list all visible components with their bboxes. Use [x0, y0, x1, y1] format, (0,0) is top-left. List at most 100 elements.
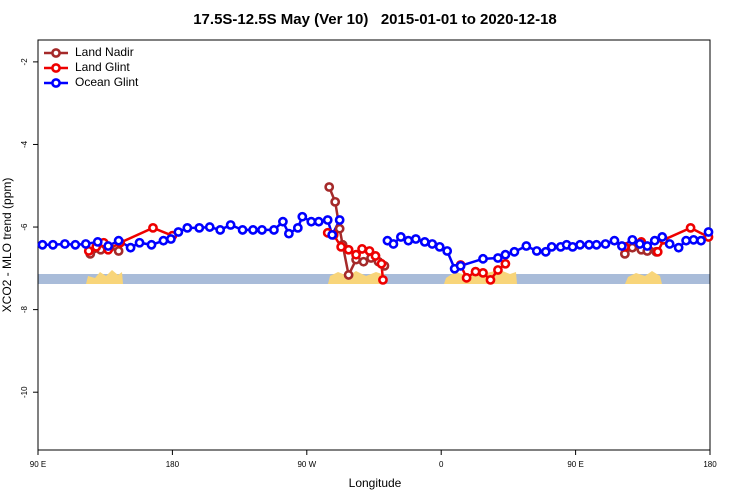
- data-point: [664, 239, 675, 249]
- data-point: [609, 235, 620, 246]
- data-point: [442, 246, 453, 256]
- data-point: [642, 241, 653, 251]
- data-point: [330, 196, 341, 207]
- data-point: [357, 244, 367, 254]
- x-tick-label: 180: [166, 460, 180, 469]
- data-point: [125, 242, 136, 253]
- data-point: [103, 241, 114, 251]
- data-point: [455, 260, 466, 271]
- data-point: [461, 272, 472, 283]
- data-point: [627, 234, 638, 245]
- data-point: [410, 234, 421, 244]
- data-point: [493, 253, 503, 263]
- data-point: [48, 239, 58, 250]
- legend-marker: [51, 48, 61, 58]
- data-point: [313, 216, 324, 227]
- data-point: [427, 239, 438, 249]
- data-point: [269, 225, 279, 235]
- legend-marker: [51, 78, 61, 88]
- data-point: [600, 239, 611, 249]
- data-point: [166, 234, 176, 244]
- data-point: [634, 239, 645, 249]
- data-point: [292, 222, 303, 233]
- data-point: [688, 234, 699, 245]
- data-point: [567, 241, 578, 252]
- legend-label: Land Glint: [75, 60, 130, 74]
- data-point: [500, 249, 511, 260]
- data-point: [703, 227, 714, 237]
- x-tick-label: 0: [439, 460, 444, 469]
- data-point: [470, 266, 481, 277]
- data-point: [37, 239, 48, 250]
- data-point: [343, 244, 354, 255]
- data-point: [378, 274, 388, 285]
- data-point: [521, 241, 532, 251]
- data-point: [358, 256, 369, 267]
- data-point: [70, 239, 81, 250]
- data-point: [158, 235, 169, 246]
- data-point: [673, 242, 684, 253]
- legend-label: Land Nadir: [75, 45, 134, 59]
- y-tick-label: -8: [20, 306, 29, 314]
- data-point: [173, 227, 184, 237]
- data-point: [225, 220, 236, 230]
- data-point: [215, 225, 226, 235]
- data-point: [146, 239, 157, 250]
- data-point: [546, 241, 557, 252]
- y-tick-label: -6: [20, 223, 29, 231]
- y-tick-label: -10: [20, 386, 29, 398]
- data-point: [306, 216, 317, 227]
- data-point: [478, 253, 488, 264]
- data-point: [395, 232, 406, 242]
- data-point: [351, 249, 361, 260]
- data-point: [627, 242, 638, 253]
- data-point: [478, 267, 488, 278]
- data-point: [509, 246, 520, 257]
- data-point: [334, 215, 345, 225]
- legend-label: Ocean Glint: [75, 75, 139, 89]
- x-tick-label: 180: [703, 460, 717, 469]
- data-point: [485, 274, 496, 285]
- data-point: [113, 246, 124, 256]
- x-tick-label: 90 W: [297, 460, 316, 469]
- data-point: [575, 239, 585, 250]
- data-point: [113, 235, 124, 246]
- data-point: [59, 239, 70, 249]
- legend-marker: [51, 63, 61, 73]
- data-point: [204, 222, 215, 232]
- data-point: [657, 232, 668, 242]
- x-tick-label: 90 E: [567, 460, 583, 469]
- data-point: [531, 246, 542, 256]
- data-point: [652, 246, 663, 257]
- data-point: [403, 235, 414, 246]
- data-point: [681, 235, 692, 246]
- data-point: [370, 251, 381, 261]
- data-point: [324, 182, 335, 192]
- data-point: [540, 246, 551, 257]
- data-point: [364, 246, 375, 256]
- data-point: [182, 222, 193, 233]
- data-point: [248, 225, 258, 235]
- data-point: [194, 222, 205, 233]
- y-tick-label: -4: [20, 140, 29, 148]
- data-point: [80, 239, 91, 249]
- data-point: [297, 211, 308, 222]
- data-point: [334, 223, 345, 234]
- x-tick-label: 90 E: [30, 460, 46, 469]
- chart-title: 17.5S-12.5S May (Ver 10) 2015-01-01 to 2…: [193, 11, 557, 28]
- data-point: [148, 222, 158, 233]
- data-point: [616, 241, 627, 251]
- data-point: [434, 241, 445, 252]
- data-point: [584, 239, 594, 250]
- data-point: [327, 229, 338, 240]
- y-axis-label: XCO2 - MLO trend (ppm): [0, 178, 14, 313]
- data-point: [591, 239, 602, 250]
- data-point: [493, 265, 503, 275]
- data-point: [343, 270, 354, 280]
- data-point: [336, 241, 347, 252]
- data-point: [92, 237, 103, 247]
- data-point: [419, 237, 430, 247]
- data-point: [322, 215, 333, 225]
